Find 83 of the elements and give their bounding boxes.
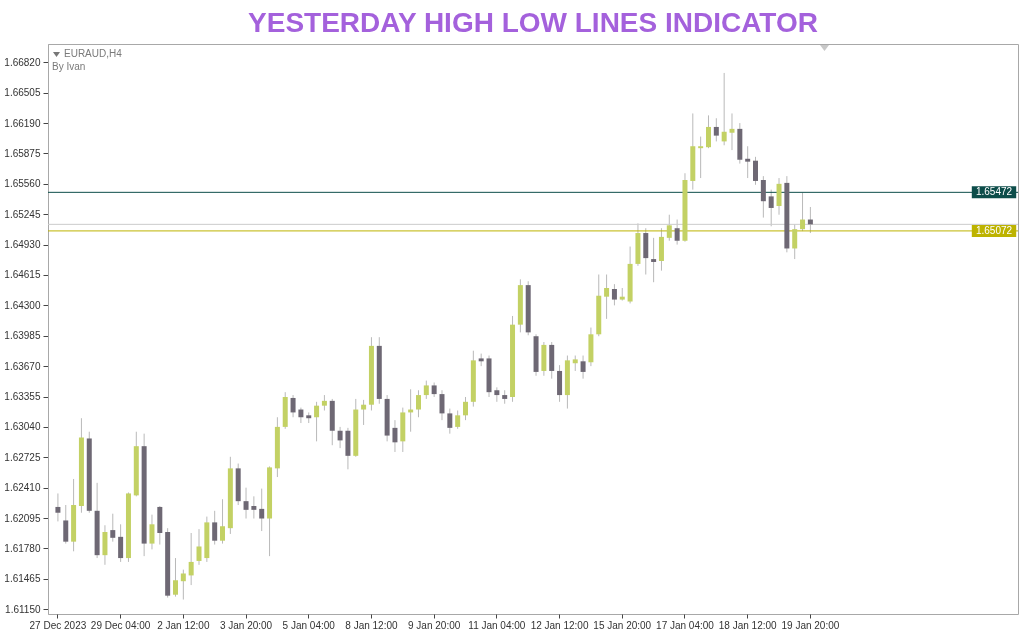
y-tick-label: 1.64615 (4, 269, 41, 281)
x-tick-label: 9 Jan 20:00 (408, 619, 461, 631)
y-tick-label: 1.63670 (4, 360, 41, 372)
candlestick (172, 557, 178, 598)
candlestick (180, 569, 186, 601)
candlestick (463, 396, 468, 421)
chart-title: YESTERDAY HIGH LOW LINES INDICATOR (248, 7, 818, 38)
y-tick-label: 1.66820 (4, 56, 41, 68)
x-tick-label: 8 Jan 12:00 (345, 619, 399, 631)
x-tick-label: 5 Jan 04:00 (282, 619, 336, 631)
x-tick-label: 17 Jan 04:00 (656, 619, 715, 631)
candlestick (713, 117, 719, 142)
candlestick (392, 419, 398, 453)
candlestick (423, 380, 429, 400)
candlestick (768, 189, 774, 227)
candlestick (494, 386, 500, 403)
y-tick-label: 1.62095 (4, 512, 41, 524)
annotation: EURAUD,H4 (64, 48, 123, 59)
candlestick (800, 192, 806, 232)
candlestick (55, 492, 61, 522)
candlestick (698, 136, 704, 179)
candlestick (580, 355, 586, 380)
candlestick (792, 223, 798, 260)
candlestick (753, 156, 759, 186)
candlestick (651, 237, 657, 283)
candlestick (251, 495, 257, 520)
candlestick (447, 408, 453, 435)
candlestick (243, 487, 249, 520)
candlestick (721, 72, 727, 146)
candlestick (674, 219, 680, 246)
x-tick-label: 29 Dec 04:00 (90, 619, 151, 631)
annotation: By Ivan (52, 61, 86, 72)
candlestick (220, 498, 226, 545)
y-tick-label: 1.64930 (4, 239, 41, 251)
y-tick-label: 1.63040 (4, 421, 41, 433)
candlestick (439, 389, 445, 421)
candlestick (188, 532, 194, 586)
x-tick-label: 18 Jan 12:00 (718, 619, 778, 631)
x-tick-label: 15 Jan 20:00 (593, 619, 652, 631)
candlestick (212, 510, 218, 546)
y-tick-label: 1.65875 (4, 147, 41, 159)
x-tick-label: 19 Jan 20:00 (781, 619, 840, 631)
candlestick (149, 514, 155, 550)
y-tick-label: 1.66190 (4, 117, 41, 129)
x-tick-label: 3 Jan 20:00 (219, 619, 273, 631)
candlestick (745, 145, 751, 179)
candlestick (455, 410, 461, 430)
ref-line-label: 1.65072 (975, 224, 1013, 236)
candlestick (604, 274, 610, 320)
candlestick (290, 394, 296, 418)
x-tick-label: 2 Jan 12:00 (157, 619, 210, 631)
y-tick-label: 1.65245 (4, 208, 41, 220)
candlestick (729, 112, 735, 151)
x-tick-label: 27 Dec 2023 (29, 619, 87, 631)
y-tick-label: 1.66505 (4, 87, 41, 99)
y-tick-label: 1.63985 (4, 330, 41, 342)
candlestick (196, 528, 202, 566)
candlestick (337, 426, 343, 449)
candlestick (361, 399, 367, 426)
x-tick-label: 11 Jan 04:00 (468, 619, 526, 631)
candlestick (110, 513, 116, 543)
y-tick-label: 1.61465 (4, 573, 41, 585)
candlestick (611, 283, 617, 306)
candlestick (259, 488, 265, 532)
candlestick (102, 524, 108, 566)
y-tick-label: 1.61150 (5, 603, 41, 615)
ref-line-label: 1.65472 (975, 186, 1013, 198)
candlestick (63, 504, 69, 545)
y-tick-label: 1.64300 (4, 299, 41, 311)
y-tick-label: 1.61780 (4, 542, 41, 554)
candlestick (760, 175, 766, 219)
y-tick-label: 1.63355 (4, 391, 41, 403)
candlestick (314, 401, 320, 442)
candlestick (118, 523, 124, 563)
x-tick-label: 12 Jan 12:00 (530, 619, 589, 631)
y-tick-label: 1.65560 (4, 178, 41, 190)
candlestick (298, 407, 304, 424)
candlestick (705, 114, 711, 149)
y-tick-label: 1.62725 (4, 451, 41, 463)
candlestick (776, 177, 782, 216)
y-tick-label: 1.62410 (4, 482, 41, 494)
candlestick (415, 389, 421, 418)
candlestick (666, 214, 672, 242)
